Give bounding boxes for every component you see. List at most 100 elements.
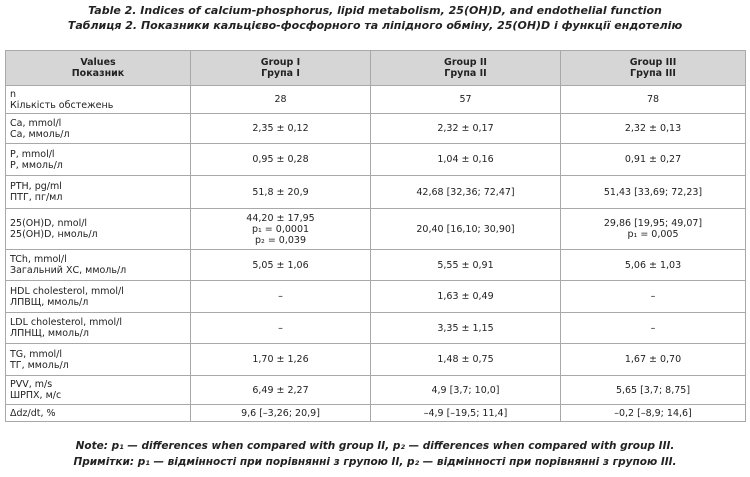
cell: Group I Група I bbox=[190, 50, 371, 86]
cell-line: 1,67 ± 0,70 bbox=[624, 354, 682, 365]
cell-line: 0,95 ± 0,28 bbox=[252, 154, 309, 165]
cell-line: TG, mmol/l bbox=[10, 348, 63, 360]
cell-line: 5,05 ± 1,06 bbox=[252, 259, 309, 271]
cell: Group II Група II bbox=[370, 50, 561, 86]
title-uk: Таблиця 2. Показники кальцієво-фосфорног… bbox=[67, 19, 683, 32]
cell-line: 42,68 [32,36; 72,47] bbox=[416, 186, 515, 198]
cell: 5,05 ± 1,06 bbox=[190, 249, 371, 281]
cell-line: 78 bbox=[646, 94, 660, 105]
cell-line: ТГ, ммоль/л bbox=[10, 359, 69, 371]
title-en: Table 2. Indices of calcium-phosphorus, … bbox=[88, 4, 662, 17]
cell-line: 0,91 ± 0,27 bbox=[624, 154, 682, 165]
cell: 1,67 ± 0,70 bbox=[560, 343, 746, 376]
cell: 2,32 ± 0,17 bbox=[370, 113, 561, 144]
cell-line: 4,9 [3,7; 10,0] bbox=[431, 384, 500, 396]
cell-line: 2,35 ± 0,12 bbox=[252, 123, 309, 134]
cell: – bbox=[560, 280, 746, 313]
cell-line: ШРПХ, м/с bbox=[10, 390, 62, 401]
cell: 9,6 [–3,26; 20,9] bbox=[190, 404, 371, 422]
cell-line: 20,40 [16,10; 30,90] bbox=[416, 223, 515, 235]
cell-line: Загальний ХС, ммоль/л bbox=[10, 265, 127, 276]
row-label: LDL cholesterol, mmol/l ЛПНЩ, ммоль/л bbox=[5, 312, 191, 344]
note-en: Note: p₁ — differences when compared wit… bbox=[75, 440, 675, 452]
header-row: Values Показник Group I Група I Group II Груп… bbox=[5, 50, 746, 86]
cell: 51,43 [33,69; 72,23] bbox=[560, 175, 746, 209]
cell-line: 3,35 ± 1,15 bbox=[437, 322, 494, 334]
cell-line: 6,49 ± 2,27 bbox=[252, 384, 309, 396]
cell: 78 bbox=[560, 85, 746, 114]
cell-line: 51,43 [33,69; 72,23] bbox=[603, 186, 703, 198]
cell: – bbox=[560, 312, 746, 344]
cell: 4,9 [3,7; 10,0] bbox=[370, 375, 561, 405]
cell-line: ПТГ, пг/мл bbox=[10, 192, 63, 203]
row-label: Values Показник bbox=[5, 50, 191, 86]
cell: 1,63 ± 0,49 bbox=[370, 280, 561, 313]
cell-line: 57 bbox=[459, 94, 472, 105]
cell-line: 44,20 ± 17,95 bbox=[246, 212, 315, 224]
cell: 5,55 ± 0,91 bbox=[370, 249, 561, 281]
cell-line: ЛПВЩ, ммоль/л bbox=[10, 296, 89, 308]
row-label: PVV, m/s ШРПХ, м/с bbox=[5, 375, 191, 405]
cell-line: – bbox=[278, 322, 283, 334]
cell-line: 1,70 ± 1,26 bbox=[252, 354, 309, 365]
table-row: HDL cholesterol, mmol/l ЛПВЩ, ммоль/л – 1,6… bbox=[5, 280, 746, 313]
cell-line: p₁ = 0,0001 bbox=[251, 223, 310, 235]
cell-line: 1,63 ± 0,49 bbox=[437, 291, 494, 302]
row-label: 25(OH)D, nmol/l 25(OH)D, нмоль/л bbox=[5, 208, 191, 250]
table-row: PVV, m/s ШРПХ, м/с 6,49 ± 2,27 4,9 [3,7; 10… bbox=[5, 375, 746, 405]
cell-line: 25(OH)D, nmol/l bbox=[10, 218, 88, 229]
cell: 1,48 ± 0,75 bbox=[370, 343, 561, 376]
cell: 42,68 [32,36; 72,47] bbox=[370, 175, 561, 209]
cell: 29,86 [19,95; 49,07] p₁ = 0,005 bbox=[560, 208, 746, 250]
cell-line: 25(OH)D, нмоль/л bbox=[10, 229, 98, 240]
row-label: TG, mmol/l ТГ, ммоль/л bbox=[5, 343, 191, 376]
table-row: P, mmol/l P, ммоль/л 0,95 ± 0,28 1,04 ± 0,1… bbox=[5, 143, 746, 176]
table-row: n Кількість обстежень 28 57 78 bbox=[5, 85, 746, 114]
cell-line: TCh, mmol/l bbox=[10, 254, 67, 265]
cell-line: Δdz/dt, % bbox=[10, 407, 56, 419]
cell-line: Група I bbox=[261, 68, 300, 79]
table-row: Δdz/dt, % 9,6 [–3,26; 20,9] –4,9 [–19,5; 1… bbox=[5, 404, 746, 422]
row-label: n Кількість обстежень bbox=[5, 85, 191, 114]
cell-line: 5,65 [3,7; 8,75] bbox=[615, 384, 691, 396]
cell-line: ЛПНЩ, ммоль/л bbox=[10, 328, 89, 339]
cell-line: HDL cholesterol, mmol/l bbox=[10, 285, 124, 297]
cell-line: Ca, mmol/l bbox=[10, 117, 62, 129]
cell-line: p₁ = 0,005 bbox=[627, 229, 679, 240]
cell-line: – bbox=[278, 291, 283, 302]
cell-line: 2,32 ± 0,17 bbox=[437, 123, 494, 134]
cell-line: Group I bbox=[260, 57, 301, 68]
cell-line: 5,55 ± 0,91 bbox=[437, 259, 494, 271]
cell: 1,04 ± 0,16 bbox=[370, 143, 561, 176]
table-row: Ca, mmol/l Ca, ммоль/л 2,35 ± 0,12 2,32 ± 0… bbox=[5, 113, 746, 144]
cell: – bbox=[190, 280, 371, 313]
table-row: PTH, pg/ml ПТГ, пг/мл 51,8 ± 20,9 42,68 [32… bbox=[5, 175, 746, 209]
cell: – bbox=[190, 312, 371, 344]
cell-line: Values bbox=[80, 57, 116, 68]
cell-line: Group III bbox=[629, 57, 677, 68]
cell: 57 bbox=[370, 85, 561, 114]
cell-line: Group II bbox=[444, 57, 487, 68]
cell: –4,9 [–19,5; 11,4] bbox=[370, 404, 561, 422]
cell-line: p₂ = 0,039 bbox=[254, 234, 307, 246]
cell-line: 1,48 ± 0,75 bbox=[437, 354, 494, 365]
row-label: TCh, mmol/l Загальний ХС, ммоль/л bbox=[5, 249, 191, 281]
cell-line: 51,8 ± 20,9 bbox=[252, 186, 309, 198]
table-row: TG, mmol/l ТГ, ммоль/л 1,70 ± 1,26 1,48 ± 0… bbox=[5, 343, 746, 376]
cell: 5,65 [3,7; 8,75] bbox=[560, 375, 746, 405]
cell: Group III Група III bbox=[560, 50, 746, 86]
cell: 2,35 ± 0,12 bbox=[190, 113, 371, 144]
cell-line: 29,86 [19,95; 49,07] bbox=[603, 218, 703, 229]
table-row: LDL cholesterol, mmol/l ЛПНЩ, ммоль/л – 3,3… bbox=[5, 312, 746, 344]
cell: 3,35 ± 1,15 bbox=[370, 312, 561, 344]
cell: 6,49 ± 2,27 bbox=[190, 375, 371, 405]
cell: 1,70 ± 1,26 bbox=[190, 343, 371, 376]
row-label: Δdz/dt, % bbox=[5, 404, 191, 422]
table-row: 25(OH)D, nmol/l 25(OH)D, нмоль/л 44,20 ± 1… bbox=[5, 208, 746, 250]
row-label: HDL cholesterol, mmol/l ЛПВЩ, ммоль/л bbox=[5, 280, 191, 313]
cell-line: Група II bbox=[444, 68, 487, 79]
cell: 44,20 ± 17,95 p₁ = 0,0001 p₂ = 0,039 bbox=[190, 208, 371, 250]
cell-line: 2,32 ± 0,13 bbox=[624, 123, 682, 134]
table-row: TCh, mmol/l Загальний ХС, ммоль/л 5,05 ± 1… bbox=[5, 249, 746, 281]
